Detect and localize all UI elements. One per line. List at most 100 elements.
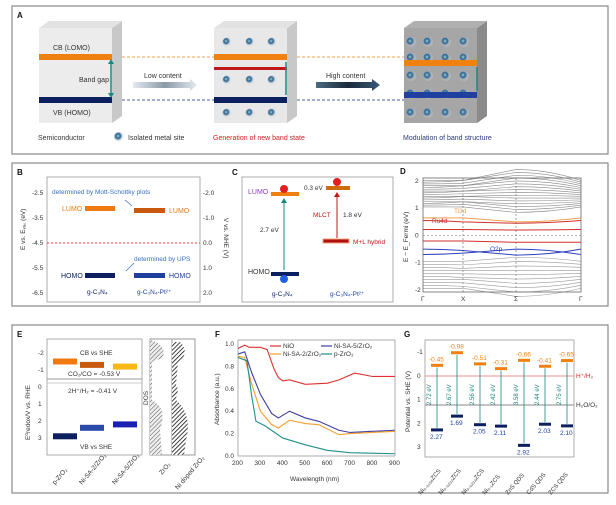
metal-site-icon <box>441 108 451 118</box>
panel-e: E E⁰redox/V vs. RHE CB vs SHE VB vs SHE … <box>17 330 207 491</box>
cb-label: CB (LOMO) <box>53 45 90 52</box>
panel-d: D E − E_Fermi (eV) Ti3d Ru4d O2p 2 1 0 -1 -2… <box>400 167 583 303</box>
co2-label: CO₂/CO = -0.53 V <box>68 371 121 378</box>
cb-band <box>404 60 477 66</box>
band-line <box>423 206 582 213</box>
band-line <box>422 273 582 275</box>
lumo-bar-pt <box>134 208 165 213</box>
cb-bar <box>53 358 77 365</box>
band-line <box>422 261 582 266</box>
semiconductor-label: Semiconductor <box>38 135 85 142</box>
panel-f: F Absorbance (a.u.) Wavelength (nm) 200 3… <box>214 330 400 483</box>
series-line-0 <box>237 344 395 385</box>
x-tick-label: 300 <box>254 460 265 467</box>
x-tick-label: 900 <box>389 460 400 467</box>
y-tick-label: 0.0 <box>203 240 212 247</box>
y-axis-label: Absorbance (a.u.) <box>214 373 221 425</box>
x-tick-label: 700 <box>344 460 355 467</box>
legend-label: NiO <box>283 343 294 350</box>
band-line <box>422 256 582 262</box>
gap-label: 2.75 eV <box>557 384 563 405</box>
band-line <box>423 229 582 231</box>
panel-g: G H⁺/H₂ H₂O/O₂ Potential vs. SHE (V) -1 0… <box>404 330 598 496</box>
offset-label: 0.3 eV <box>304 185 323 192</box>
panel-efg-frame <box>11 324 609 494</box>
y-tick-label: 1 <box>415 205 419 212</box>
lumo-bar-pt <box>326 186 350 190</box>
y-axis-label: E⁰redox/V vs. RHE <box>24 384 32 440</box>
plot-frame <box>46 176 201 303</box>
y-axis-label: E − E_Fermi (eV) <box>403 212 410 262</box>
k-point-label: Σ <box>514 296 518 303</box>
homo-bar-g-c3n4 <box>85 273 115 278</box>
panel-c: C LUMO HOMO 2.7 eV 0.3 eV MLCT 1.8 eV M+… <box>232 168 394 303</box>
vb-bar <box>561 424 573 428</box>
metal-site-icon <box>222 37 232 47</box>
y-tick-label: -1.0 <box>203 215 215 222</box>
panel-b: B E vs. Eᵥₐ꜀ (eV) V vs. NHE (V) determin… <box>17 168 229 303</box>
y-tick-label: -2 <box>415 287 421 294</box>
cb-bar <box>474 362 486 366</box>
mott-schottky-note: determined by Mott-Schottky plots <box>52 189 151 196</box>
cb-value: -0.51 <box>472 355 487 362</box>
cb-value: -0.66 <box>516 351 531 358</box>
o-line-label: H₂O/O₂ <box>576 402 598 409</box>
vb-band <box>404 92 477 98</box>
metal-site-icon <box>459 71 469 81</box>
metal-site-icon <box>423 71 433 81</box>
panel-label: A <box>17 11 23 20</box>
y-axis-label-left: E vs. Eᵥₐ꜀ (eV) <box>20 209 27 250</box>
band-gap-label: Band gap <box>79 77 109 84</box>
ups-note: determined by UPS <box>134 256 191 263</box>
x-label: g-C₃N₄ <box>87 289 108 296</box>
cb-value: -0.98 <box>449 344 464 351</box>
high-content-arrow <box>316 79 380 91</box>
metal-site-icon <box>406 108 416 118</box>
metal-site-icon <box>423 108 433 118</box>
metal-site-icon <box>245 108 255 118</box>
cb-value: -0.41 <box>537 357 552 364</box>
low-content-arrow <box>133 79 197 91</box>
y-tick-label: 0 <box>415 232 419 239</box>
electron-icon <box>333 178 341 186</box>
gap-label: 3.58 eV <box>514 384 520 405</box>
vb-bar <box>474 423 486 427</box>
y-axis-label: Potential vs. SHE (V) <box>405 371 412 432</box>
band-line <box>422 198 582 202</box>
lumo-bar-g-c3n4 <box>85 206 115 211</box>
metal-site-icon <box>423 37 433 47</box>
y-tick-label: 3 <box>38 435 42 442</box>
cb-bar <box>451 351 463 355</box>
metal-site-icon <box>114 132 124 142</box>
vb-bar <box>539 422 551 426</box>
vb-bar <box>495 424 507 428</box>
ti-band-label: Ti3d <box>454 208 467 215</box>
k-point-label: Γ <box>579 296 583 303</box>
band-line <box>422 281 582 289</box>
x-label: Ni-SA-5/ZrO₂ <box>111 452 141 486</box>
homo-label: HOMO <box>61 273 83 280</box>
vb-value: 2.10 <box>560 430 573 437</box>
y-tick-label: 0 <box>417 373 421 380</box>
band-line <box>422 248 582 256</box>
panel-label: D <box>400 167 406 176</box>
vb-bar <box>53 433 77 440</box>
vb-value: 2.27 <box>430 434 443 441</box>
high-content-label: High content <box>326 73 365 80</box>
x-label: Ni-SA-2/ZrO₂ <box>78 452 108 486</box>
x-axis-label: Wavelength (nm) <box>290 476 339 483</box>
electron-icon <box>280 185 288 193</box>
semiconductor-block <box>39 21 122 123</box>
cb-bar <box>431 363 443 367</box>
homo-label: HOMO <box>248 269 270 276</box>
band-line <box>422 201 582 207</box>
y-tick-label: 0 <box>38 384 42 391</box>
band-line <box>423 240 581 243</box>
low-content-label: Low content <box>144 73 182 80</box>
y-tick-label: -1 <box>38 367 44 374</box>
metal-site-icon <box>245 75 255 85</box>
x-label: g-C₃N₄ <box>272 291 293 298</box>
y-tick-label: 0.4 <box>225 408 234 415</box>
cb-bar <box>113 363 137 370</box>
